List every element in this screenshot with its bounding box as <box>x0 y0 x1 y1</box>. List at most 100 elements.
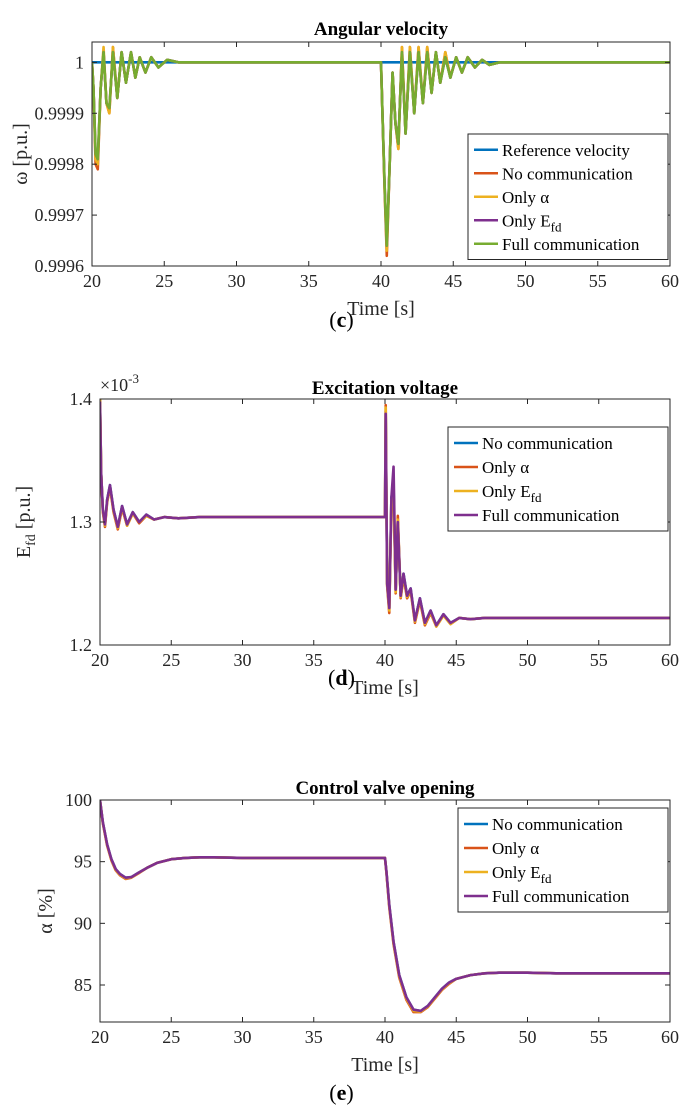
y-tick-label: 90 <box>74 913 92 933</box>
legend-label-text: Only E <box>482 482 531 501</box>
y-tick-label: 1.2 <box>70 635 93 655</box>
y-axis-label-suffix: [p.u.] <box>13 486 35 534</box>
y-tick-label: 100 <box>65 790 92 810</box>
legend-label-text: Only E <box>492 863 541 882</box>
x-tick-label: 60 <box>661 1027 679 1047</box>
x-tick-label: 30 <box>228 271 246 291</box>
series-group <box>92 45 670 258</box>
legend-label-subscript: fd <box>531 490 542 505</box>
legend-label: Only α <box>492 839 539 858</box>
legend-label: Only Efd <box>492 863 552 886</box>
legend-box <box>467 133 669 260</box>
x-tick-label: 50 <box>517 271 535 291</box>
series-group <box>100 399 670 628</box>
legend-label-subscript: fd <box>541 871 552 886</box>
y-axis-label: α [%] <box>35 888 57 933</box>
x-tick-label: 35 <box>305 1027 323 1047</box>
x-tick-label: 60 <box>661 650 679 670</box>
y-tick-label: 0.9998 <box>35 154 85 174</box>
legend-label: Full communication <box>502 235 640 254</box>
legend-label-text: Only α <box>482 458 529 477</box>
x-tick-label: 55 <box>590 650 608 670</box>
legend: Reference velocity No communication Only α… <box>467 133 669 260</box>
x-tick-label: 40 <box>372 271 390 291</box>
excitation-voltage-chart: 20 25 30 35 40 45 50 55 60 1.2 1.3 1.4 Excitation vo… <box>13 371 679 699</box>
series-group <box>100 800 670 1014</box>
y-tick-label: 1.4 <box>70 389 93 409</box>
chart-title: Control valve opening <box>295 778 475 799</box>
series-line-4 <box>92 50 670 247</box>
legend-label: Reference velocity <box>502 141 630 160</box>
legend-label: No communication <box>482 434 613 453</box>
legend-label-text: No communication <box>482 434 613 453</box>
x-tick-label: 20 <box>91 650 109 670</box>
x-axis-label: Time [s] <box>347 298 415 320</box>
x-axis-label: Time [s] <box>351 1054 419 1076</box>
x-tick-label: 50 <box>519 1027 537 1047</box>
caption-c: (c) <box>329 307 354 332</box>
legend-label-text: Reference velocity <box>502 141 630 160</box>
legend-label-text: Only α <box>502 188 549 207</box>
chart-title: Excitation voltage <box>312 378 458 399</box>
x-tick-label: 20 <box>91 1027 109 1047</box>
y-tick-label: 1 <box>75 52 84 72</box>
x-tick-label: 35 <box>300 271 318 291</box>
y-tick-label: 0.9999 <box>35 103 85 123</box>
x-tick-label: 40 <box>376 650 394 670</box>
legend-box <box>457 807 669 913</box>
x-tick-label: 55 <box>589 271 607 291</box>
x-tick-label: 45 <box>447 1027 465 1047</box>
legend-label: No communication <box>502 164 633 183</box>
chart-panel-excitation-voltage: 20 25 30 35 40 45 50 55 60 1.2 1.3 1.4 Excitation vo… <box>0 363 683 723</box>
legend-label: Full communication <box>492 887 630 906</box>
x-tick-label: 30 <box>234 1027 252 1047</box>
control-valve-opening-chart: 20 25 30 35 40 45 50 55 60 85 90 95 100 Control valve… <box>35 778 679 1076</box>
chart-title: Angular velocity <box>314 19 449 40</box>
legend-label-text: Only E <box>502 211 551 230</box>
caption-d: (d) <box>328 665 355 690</box>
legend-label: Only α <box>502 188 549 207</box>
y-axis-label: Efd [p.u.] <box>13 486 39 558</box>
legend-label: Only Efd <box>502 211 562 234</box>
x-tick-label: 25 <box>162 650 180 670</box>
x-tick-label: 40 <box>376 1027 394 1047</box>
x-tick-label: 50 <box>519 650 537 670</box>
x-tick-label: 30 <box>234 650 252 670</box>
x-axis-label: Time [s] <box>351 677 419 699</box>
chart-panel-angular-velocity: 20 25 30 35 40 45 50 55 60 0.9996 0.9997 0.9998 0.99… <box>0 0 683 340</box>
x-tick-label: 60 <box>661 271 679 291</box>
x-tick-label: 25 <box>155 271 173 291</box>
legend-label-text: No communication <box>502 164 633 183</box>
y-tick-label: 95 <box>74 852 92 872</box>
x-tick-label: 25 <box>162 1027 180 1047</box>
y-axis-label-text: ω [p.u.] <box>10 123 32 184</box>
y-axis-label-text: α [%] <box>35 888 57 933</box>
series-line-3 <box>100 401 670 627</box>
y-axis-label-subscript: fd <box>24 534 39 546</box>
legend-label-subscript: fd <box>551 219 562 234</box>
y-exponent-label: ×10-3 <box>100 371 139 395</box>
legend-label-text: Full communication <box>482 506 620 525</box>
x-tick-label: 45 <box>447 650 465 670</box>
legend-label: Full communication <box>482 506 620 525</box>
y-tick-label: 0.9997 <box>35 205 85 225</box>
legend-label-text: No communication <box>492 815 623 834</box>
exponent-base: ×10 <box>100 375 128 395</box>
legend-label-text: Full communication <box>502 235 640 254</box>
legend-label: Only Efd <box>482 482 542 505</box>
y-tick-label: 1.3 <box>70 512 93 532</box>
x-tick-label: 35 <box>305 650 323 670</box>
y-axis-label-text: E <box>13 546 35 558</box>
x-tick-label: 20 <box>83 271 101 291</box>
caption-e: (e) <box>329 1080 354 1105</box>
legend-box <box>447 426 669 532</box>
y-axis-label: ω [p.u.] <box>10 123 32 184</box>
x-tick-label: 55 <box>590 1027 608 1047</box>
legend-label: No communication <box>492 815 623 834</box>
y-tick-label: 85 <box>74 975 92 995</box>
legend-label-text: Only α <box>492 839 539 858</box>
legend-label: Only α <box>482 458 529 477</box>
chart-panel-control-valve-opening: 20 25 30 35 40 45 50 55 60 85 90 95 100 Control valve… <box>0 755 683 1117</box>
